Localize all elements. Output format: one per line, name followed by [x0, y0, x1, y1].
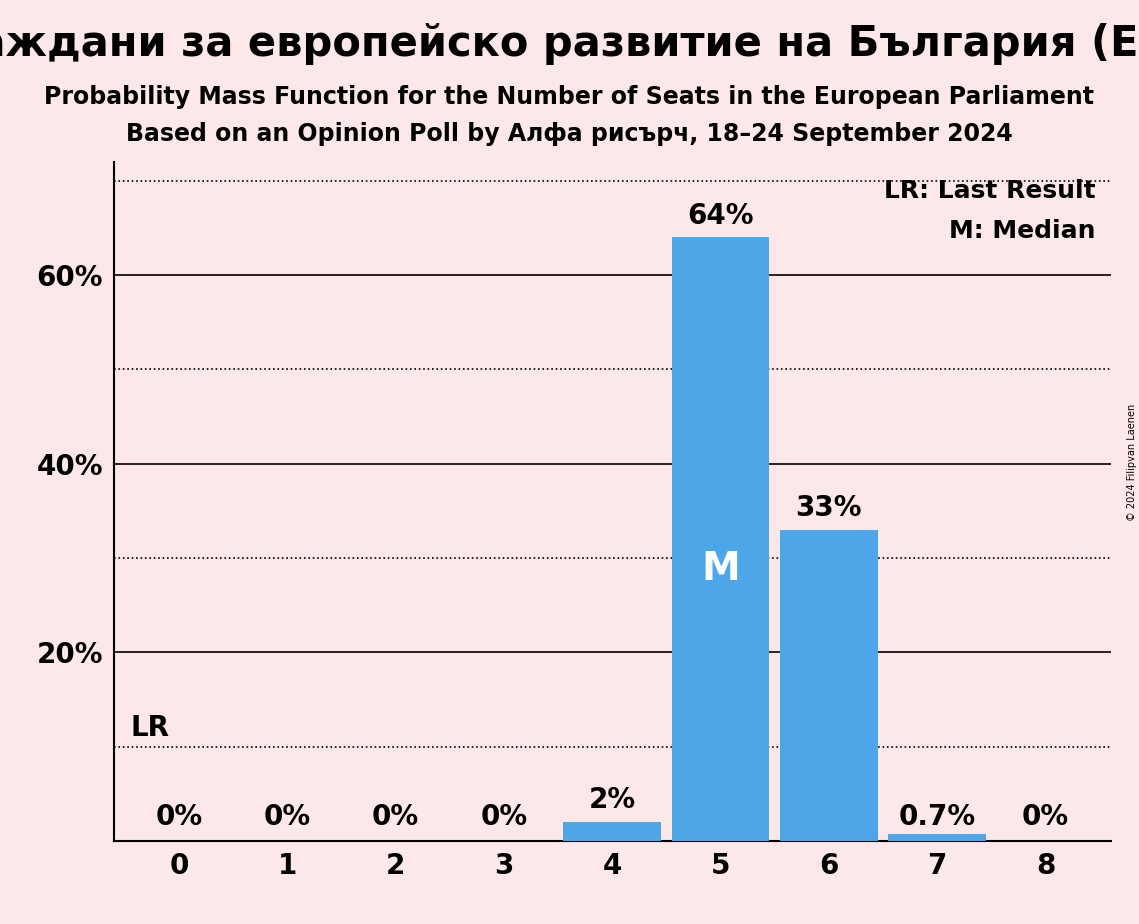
- Text: 33%: 33%: [796, 494, 862, 522]
- Text: M: Median: M: Median: [949, 219, 1096, 243]
- Text: 0%: 0%: [155, 803, 203, 832]
- Text: © 2024 Filipvan Laenen: © 2024 Filipvan Laenen: [1126, 404, 1137, 520]
- Text: Based on an Opinion Poll by Алфа рисърч, 18–24 September 2024: Based on an Opinion Poll by Алфа рисърч,…: [126, 122, 1013, 146]
- Text: 0%: 0%: [1022, 803, 1070, 832]
- Bar: [780, 529, 878, 841]
- Text: M: M: [702, 550, 740, 589]
- Text: 0%: 0%: [372, 803, 419, 832]
- Text: 0%: 0%: [481, 803, 527, 832]
- Bar: [888, 834, 986, 841]
- Text: Граждани за европейско развитие на България (ЕРР): Граждани за европейско развитие на Бълга…: [0, 23, 1139, 65]
- Text: 0.7%: 0.7%: [899, 803, 976, 832]
- Bar: [672, 237, 769, 841]
- Bar: [564, 822, 661, 841]
- Text: 2%: 2%: [589, 786, 636, 814]
- Text: 0%: 0%: [263, 803, 311, 832]
- Text: LR: LR: [130, 714, 170, 742]
- Text: 64%: 64%: [687, 201, 754, 230]
- Text: Probability Mass Function for the Number of Seats in the European Parliament: Probability Mass Function for the Number…: [44, 85, 1095, 109]
- Text: LR: Last Result: LR: Last Result: [884, 178, 1096, 202]
